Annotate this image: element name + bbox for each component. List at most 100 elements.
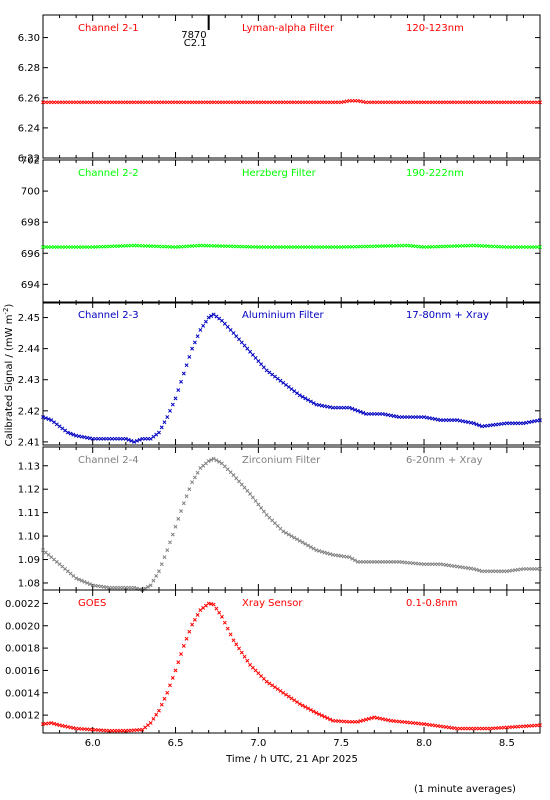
data-point <box>222 464 227 469</box>
y-tick-label: 0.0022 <box>5 599 40 610</box>
data-point <box>184 494 189 499</box>
y-tick-label: 1.11 <box>18 508 40 519</box>
channel-name: GOES <box>78 598 106 609</box>
data-point <box>253 668 258 673</box>
data-point <box>259 674 264 678</box>
data-point <box>41 415 45 419</box>
data-point <box>369 716 374 721</box>
data-point <box>350 406 355 411</box>
data-point <box>65 724 70 729</box>
data-point <box>187 354 192 359</box>
data-point <box>261 509 266 514</box>
data-point <box>173 524 178 529</box>
data-point <box>148 720 153 725</box>
data-point <box>297 393 302 398</box>
data-point <box>347 555 352 560</box>
panel-5: 0.0012 0.0014 0.0016 0.0018 0.0020 0.0022 6.0 6… <box>5 589 542 749</box>
data-point <box>270 683 275 688</box>
data-point <box>184 363 189 368</box>
data-point <box>270 518 275 523</box>
panel-4: 1.08 1.09 1.10 1.11 1.12 1.13 Channel 2-4 Zirco… <box>18 446 542 592</box>
y-tick-label: 694 <box>21 280 40 291</box>
data-point <box>219 614 224 619</box>
y-tick-label: 0.0014 <box>5 688 40 699</box>
data-point <box>179 509 184 514</box>
data-point <box>311 546 316 551</box>
data-point <box>355 719 360 724</box>
data-point <box>460 419 465 424</box>
data-point <box>267 515 272 520</box>
data-point <box>250 352 255 357</box>
data-point <box>322 550 327 555</box>
data-point <box>477 568 482 573</box>
data-point <box>292 698 297 703</box>
data-point <box>157 708 161 713</box>
x-tick-label: 8.5 <box>499 738 515 749</box>
data-point <box>239 340 244 345</box>
y-tick-label: 0.0020 <box>5 621 40 632</box>
data-point <box>190 346 195 351</box>
data-point <box>355 408 360 413</box>
data-point <box>361 410 366 415</box>
data-point <box>49 720 54 725</box>
data-point <box>300 540 305 545</box>
panel-frame <box>42 14 541 159</box>
data-point <box>272 521 277 526</box>
data-point <box>386 718 391 723</box>
data-point <box>137 437 142 442</box>
data-point <box>259 505 264 510</box>
y-tick-label: 6.28 <box>18 63 40 74</box>
data-point <box>250 495 255 500</box>
data-point <box>433 417 438 422</box>
filter-name: Aluminium Filter <box>242 310 325 321</box>
data-point <box>54 722 59 727</box>
data-point <box>162 420 167 425</box>
data-point <box>239 482 244 487</box>
data-point <box>195 612 200 617</box>
data-point <box>474 567 479 572</box>
y-tick-label: 702 <box>21 156 40 167</box>
data-point <box>176 516 181 521</box>
data-point <box>281 529 286 534</box>
y-tick-label: 1.13 <box>18 461 40 472</box>
data-point <box>380 717 385 721</box>
data-point <box>237 479 241 484</box>
data-point <box>361 99 366 104</box>
panel-2: 694 696 698 700 702 Channel 2-2 Herzberg Filte… <box>21 156 542 304</box>
data-point <box>281 690 286 695</box>
data-point <box>261 365 266 370</box>
data-point <box>342 99 346 104</box>
data-point <box>295 700 299 705</box>
y-tick-label: 2.43 <box>18 375 40 386</box>
data-point <box>275 687 280 692</box>
averaging-footnote: (1 minute averages) <box>414 784 516 795</box>
y-tick-label: 6.24 <box>18 123 40 134</box>
data-point <box>524 420 529 425</box>
data-point <box>237 646 241 651</box>
data-point <box>355 98 360 103</box>
data-point <box>245 488 250 493</box>
data-point <box>154 712 159 717</box>
data-point <box>228 632 233 637</box>
y-tick-label: 2.45 <box>18 313 40 324</box>
data-point <box>308 545 313 549</box>
data-point <box>256 671 261 676</box>
data-point <box>217 610 222 615</box>
data-point <box>231 331 236 336</box>
data-point <box>372 715 377 720</box>
data-point <box>234 642 239 647</box>
data-point <box>181 643 186 648</box>
data-point <box>380 411 385 416</box>
wavelength-band: 0.1-0.8nm <box>406 598 458 609</box>
y-tick-label: 2.44 <box>18 344 40 355</box>
data-point <box>242 485 247 490</box>
data-point <box>256 359 261 364</box>
data-point <box>303 541 308 546</box>
data-series <box>41 601 542 733</box>
data-point <box>300 703 305 708</box>
data-point <box>325 716 330 721</box>
data-point <box>353 558 357 563</box>
data-point <box>165 690 170 695</box>
y-tick-label: 0.0012 <box>5 711 40 722</box>
data-point <box>248 662 253 667</box>
